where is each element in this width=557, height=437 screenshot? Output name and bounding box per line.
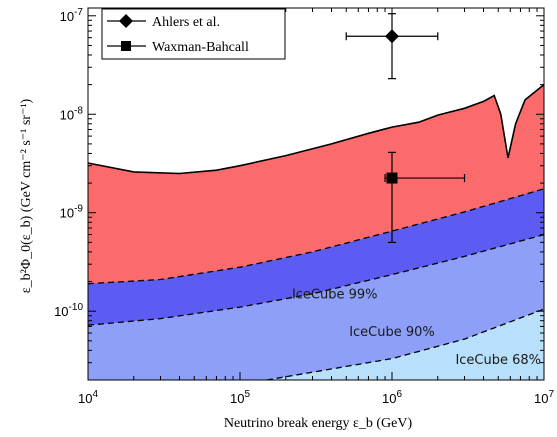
plot-area: IceCube 99% IceCube 90% IceCube 68% bbox=[87, 8, 545, 381]
sensitivity-curve-99 bbox=[87, 188, 545, 285]
x-tick-label-1: 105 bbox=[230, 389, 250, 406]
square-marker bbox=[386, 172, 398, 184]
exclusion-boundary bbox=[87, 83, 545, 175]
legend-box bbox=[101, 8, 286, 60]
axes: 104 105 106 107 10-10 10-9 10-8 10-7 bbox=[54, 7, 554, 406]
data-point-ahlers bbox=[345, 13, 439, 80]
legend-label-waxman: Waxman-Bahcall bbox=[152, 40, 249, 55]
data-point-waxman-bahcall bbox=[384, 151, 466, 243]
sensitivity-curve-68 bbox=[266, 308, 545, 381]
band-label-1: IceCube 90% bbox=[349, 325, 435, 340]
plot-frame bbox=[87, 7, 545, 381]
x-tick-label-3: 107 bbox=[534, 389, 554, 406]
band-label-0: IceCube 99% bbox=[292, 287, 378, 302]
x-tick-label-2: 106 bbox=[382, 389, 402, 406]
legend-label-ahlers: Ahlers et al. bbox=[152, 15, 220, 30]
y-tick-label-0: 10-10 bbox=[54, 302, 83, 319]
y-tick-label-1: 10-9 bbox=[60, 204, 84, 221]
y-axis-title: ε_b²Φ_0(ε_b) (GeV cm⁻² s⁻¹ sr⁻¹) bbox=[19, 98, 34, 293]
legend-marker-waxman bbox=[121, 41, 131, 51]
diamond-marker bbox=[385, 29, 399, 44]
x-tick-label-0: 104 bbox=[78, 389, 98, 406]
y-tick-label-3: 10-7 bbox=[60, 7, 84, 24]
legend-marker-ahlers bbox=[119, 14, 133, 28]
sensitivity-curve-90 bbox=[87, 233, 545, 326]
x-axis-title: Neutrino break energy ε_b (GeV) bbox=[224, 416, 413, 431]
legend: Ahlers et al. Waxman-Bahcall bbox=[101, 8, 286, 60]
band-label-2: IceCube 68% bbox=[455, 353, 541, 368]
y-tick-label-2: 10-8 bbox=[60, 105, 84, 122]
